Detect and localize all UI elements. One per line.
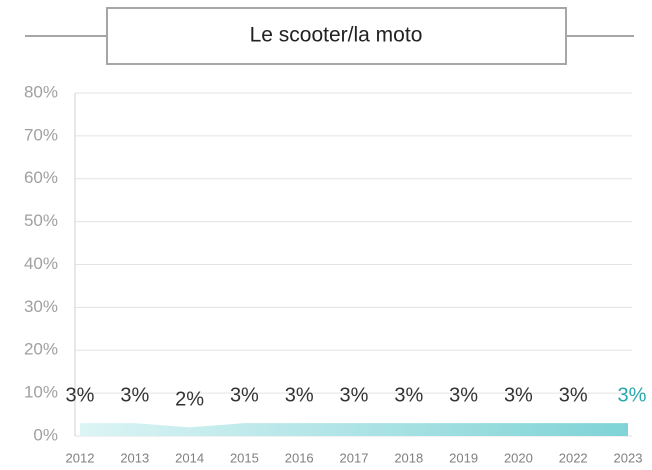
value-label: 3% — [340, 384, 369, 406]
title-box — [106, 7, 567, 65]
value-label: 2% — [175, 389, 204, 411]
y-tick-label: 40% — [24, 254, 58, 273]
x-tick-label: 2023 — [614, 450, 643, 465]
x-tick-label: 2014 — [175, 450, 204, 465]
value-label: 3% — [285, 384, 314, 406]
value-label: 3% — [618, 384, 647, 406]
y-tick-label: 0% — [33, 425, 58, 444]
x-tick-label: 2012 — [66, 450, 95, 465]
value-label: 3% — [394, 384, 423, 406]
x-tick-label: 2018 — [394, 450, 423, 465]
x-tick-label: 2019 — [449, 450, 478, 465]
x-tick-label: 2013 — [120, 450, 149, 465]
value-label: 3% — [230, 384, 259, 406]
value-label: 3% — [449, 384, 478, 406]
y-tick-label: 50% — [24, 211, 58, 230]
chart-title: Le scooter/la moto — [250, 24, 423, 47]
value-label: 3% — [504, 384, 533, 406]
x-tick-label: 2016 — [285, 450, 314, 465]
x-tick-label: 2015 — [230, 450, 259, 465]
y-tick-label: 70% — [24, 125, 58, 144]
y-tick-label: 60% — [24, 168, 58, 187]
x-tick-label: 2017 — [340, 450, 369, 465]
value-label: 3% — [66, 384, 95, 406]
y-tick-label: 20% — [24, 340, 58, 359]
area — [80, 423, 628, 436]
y-tick-label: 10% — [24, 383, 58, 402]
value-label: 3% — [120, 384, 149, 406]
value-label: 3% — [559, 384, 588, 406]
y-tick-label: 30% — [24, 297, 58, 316]
x-tick-label: 2022 — [559, 450, 588, 465]
x-tick-label: 2020 — [504, 450, 533, 465]
y-tick-label: 80% — [24, 82, 58, 101]
